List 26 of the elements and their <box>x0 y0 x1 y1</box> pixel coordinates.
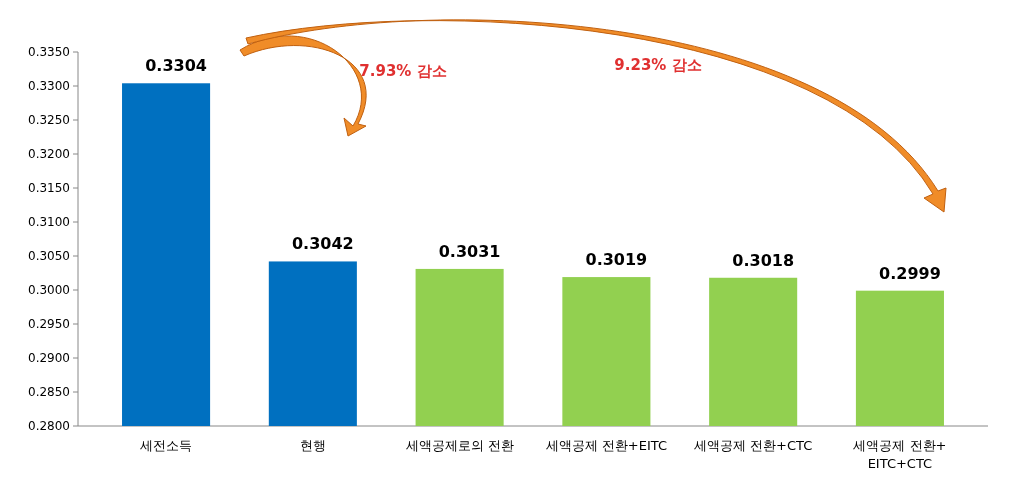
y-tick-label: 0.3050 <box>28 249 70 264</box>
annotation: 9.23% 감소 <box>614 56 702 74</box>
x-tick-label: 세액공제로의 전환 <box>405 438 514 453</box>
x-tick-label: 세전소득 <box>140 438 193 453</box>
y-tick-label: 0.2950 <box>28 317 70 332</box>
y-tick-label: 0.2800 <box>28 419 70 434</box>
y-tick-label: 0.3200 <box>28 147 70 162</box>
y-tick-label: 0.2850 <box>28 385 70 400</box>
data-label: 0.2999 <box>879 263 941 283</box>
annotation: 7.93% 감소 <box>359 62 447 80</box>
x-tick-label: 세액공제 전환+CTC <box>693 438 813 453</box>
data-label: 0.3019 <box>585 250 648 270</box>
data-label: 0.3042 <box>291 234 354 254</box>
data-label: 0.3304 <box>145 56 207 76</box>
data-label: 0.3018 <box>732 250 795 270</box>
x-tick-label: 세액공제 전환+EITC+CTC <box>853 438 947 471</box>
y-tick-label: 0.2900 <box>28 351 70 366</box>
y-tick-label: 0.3250 <box>28 113 70 128</box>
y-tick-label: 0.3150 <box>28 181 70 196</box>
y-tick-label: 0.3350 <box>28 45 70 60</box>
x-tick-label: 현행 <box>299 438 326 453</box>
x-tick-label: 세액공제 전환+EITC <box>545 438 668 453</box>
y-tick-label: 0.3300 <box>28 79 70 94</box>
data-label: 0.3031 <box>438 241 501 261</box>
y-tick-label: 0.3000 <box>28 283 70 298</box>
y-tick-label: 0.3100 <box>28 215 70 230</box>
